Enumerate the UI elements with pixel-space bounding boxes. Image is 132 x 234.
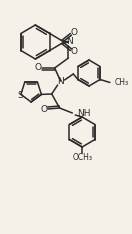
- Text: OCH₃: OCH₃: [72, 153, 92, 161]
- Text: O: O: [71, 28, 78, 37]
- Text: O: O: [71, 47, 78, 56]
- Text: N: N: [66, 37, 73, 47]
- Text: O: O: [40, 105, 47, 113]
- Text: CH₃: CH₃: [115, 78, 129, 87]
- Text: O: O: [34, 63, 41, 73]
- Text: S: S: [17, 91, 23, 100]
- Text: N: N: [57, 77, 64, 85]
- Text: NH: NH: [77, 109, 91, 117]
